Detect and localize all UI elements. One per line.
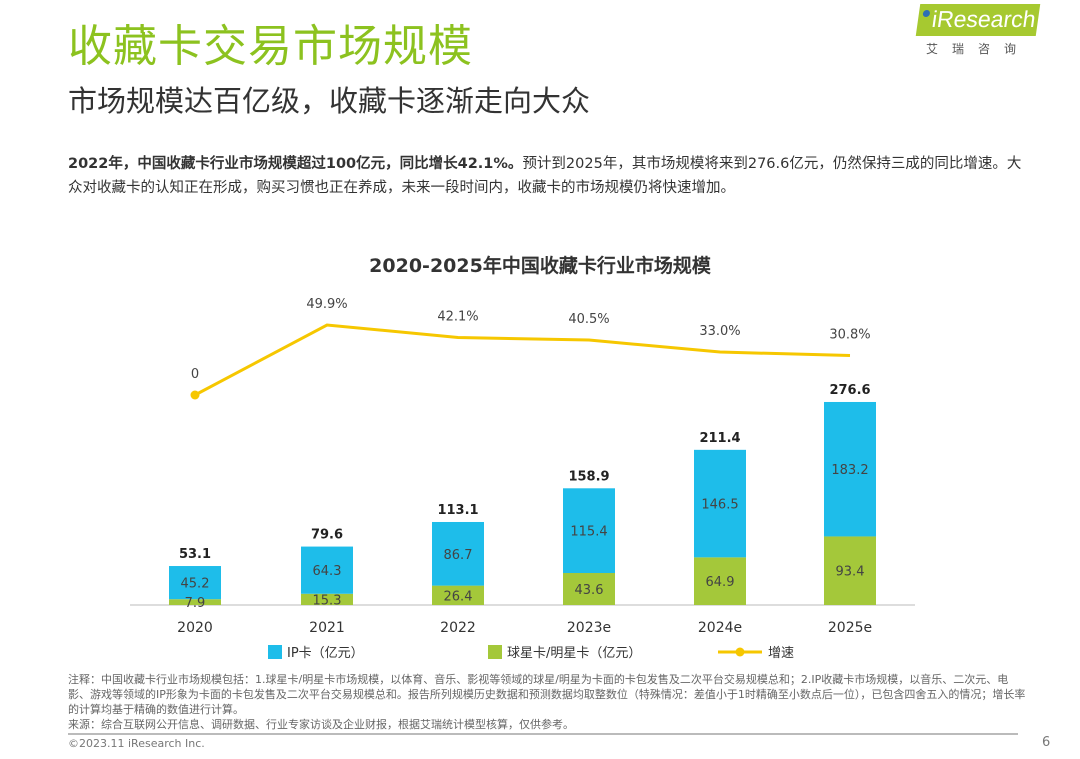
- summary-text: 2022年，中国收藏卡行业市场规模超过100亿元，同比增长42.1%。预计到20…: [68, 152, 1028, 200]
- copyright: ©2023.11 iResearch Inc.: [68, 737, 205, 750]
- data-label-ip-card: 146.5: [701, 498, 738, 513]
- page-subtitle: 市场规模达百亿级，收藏卡逐渐走向大众: [68, 84, 591, 118]
- source-text: 来源：综合互联网公开信息、调研数据、行业专家访谈及企业财报，根据艾瑞统计模型核算…: [68, 718, 574, 731]
- footnotes: 注释：中国收藏卡行业市场规模包括：1.球星卡/明星卡市场规模，以体育、音乐、影视…: [68, 672, 1028, 732]
- data-label-ip-card: 115.4: [570, 525, 607, 540]
- legend-swatch-ip-card: [268, 645, 282, 659]
- iresearch-logo: iResearch 艾瑞咨询: [915, 4, 1041, 57]
- notes-text: 注释：中国收藏卡行业市场规模包括：1.球星卡/明星卡市场规模，以体育、音乐、影视…: [68, 673, 1026, 716]
- legend-marker-growth: [735, 647, 745, 657]
- data-label-star-card: 64.9: [706, 575, 735, 590]
- page-number: 6: [1042, 735, 1051, 750]
- footer-divider: [68, 733, 1018, 735]
- bar-segment-ip-card: [169, 566, 221, 600]
- chart-title: 2020-2025年中国收藏卡行业市场规模: [369, 254, 712, 277]
- data-label-star-card: 43.6: [575, 583, 604, 598]
- growth-label: 49.9%: [306, 297, 347, 312]
- data-label-ip-card: 183.2: [831, 463, 868, 478]
- data-label-total: 79.6: [311, 528, 343, 543]
- x-tick-label: 2020: [177, 620, 213, 636]
- logo-text: iResearch: [930, 6, 1038, 32]
- summary-bold: 2022年，中国收藏卡行业市场规模超过100亿元，同比增长42.1%。: [68, 156, 523, 172]
- x-tick-label: 2025e: [828, 620, 872, 636]
- data-label-star-card: 26.4: [444, 589, 473, 604]
- bar-segment-ip-card: [824, 401, 876, 537]
- growth-label: 33.0%: [699, 324, 740, 339]
- bar-segment-ip-card: [432, 521, 484, 586]
- bar-segment-star-card: [824, 536, 876, 605]
- growth-label: 42.1%: [437, 309, 478, 324]
- logo-cn: 艾瑞咨询: [926, 42, 1031, 56]
- data-label-total: 113.1: [437, 503, 478, 518]
- growth-point: [190, 390, 200, 400]
- data-label-ip-card: 86.7: [444, 548, 473, 563]
- data-label-ip-card: 45.2: [181, 577, 210, 592]
- logo-dot-icon: [922, 10, 931, 17]
- x-tick-label: 2024e: [698, 620, 742, 636]
- legend-label-ip-card: IP卡（亿元）: [287, 646, 364, 661]
- summary-rest: 预计到2025年，其市场规模将来到276.6亿元，仍然保持三成的同比增速。大众对…: [68, 156, 1022, 196]
- bar-segment-star-card: [169, 599, 221, 605]
- data-label-star-card: 93.4: [836, 565, 865, 580]
- market-size-chart: 2020-2025年中国收藏卡行业市场规模 7.9 45.2 53.1 2020 15.3…: [130, 254, 915, 661]
- data-label-total: 158.9: [568, 469, 609, 484]
- legend-label-growth: 增速: [768, 646, 794, 661]
- bar-segment-ip-card: [694, 449, 746, 558]
- bar-segment-ip-card: [563, 488, 615, 573]
- data-label-ip-card: 64.3: [313, 564, 342, 579]
- data-label-total: 211.4: [699, 431, 740, 446]
- growth-label: 40.5%: [568, 312, 609, 327]
- x-tick-label: 2021: [309, 620, 345, 636]
- bar-segment-star-card: [301, 593, 353, 605]
- data-label-total: 53.1: [179, 547, 211, 562]
- bar-segment-star-card: [694, 557, 746, 605]
- growth-label: 30.8%: [829, 328, 870, 343]
- bar-segment-star-card: [432, 585, 484, 605]
- data-label-star-card: 7.9: [185, 596, 206, 611]
- legend-swatch-star-card: [488, 645, 502, 659]
- legend-label-star-card: 球星卡/明星卡（亿元）: [507, 646, 641, 661]
- x-tick-label: 2022: [440, 620, 476, 636]
- data-label-total: 276.6: [829, 383, 870, 398]
- page-title: 收藏卡交易市场规模: [68, 21, 473, 72]
- growth-line: [194, 323, 851, 397]
- bar-segment-star-card: [563, 572, 615, 605]
- data-label-star-card: 15.3: [313, 593, 342, 608]
- growth-label: 0: [191, 367, 199, 382]
- x-tick-label: 2023e: [567, 620, 611, 636]
- bar-segment-ip-card: [301, 546, 353, 594]
